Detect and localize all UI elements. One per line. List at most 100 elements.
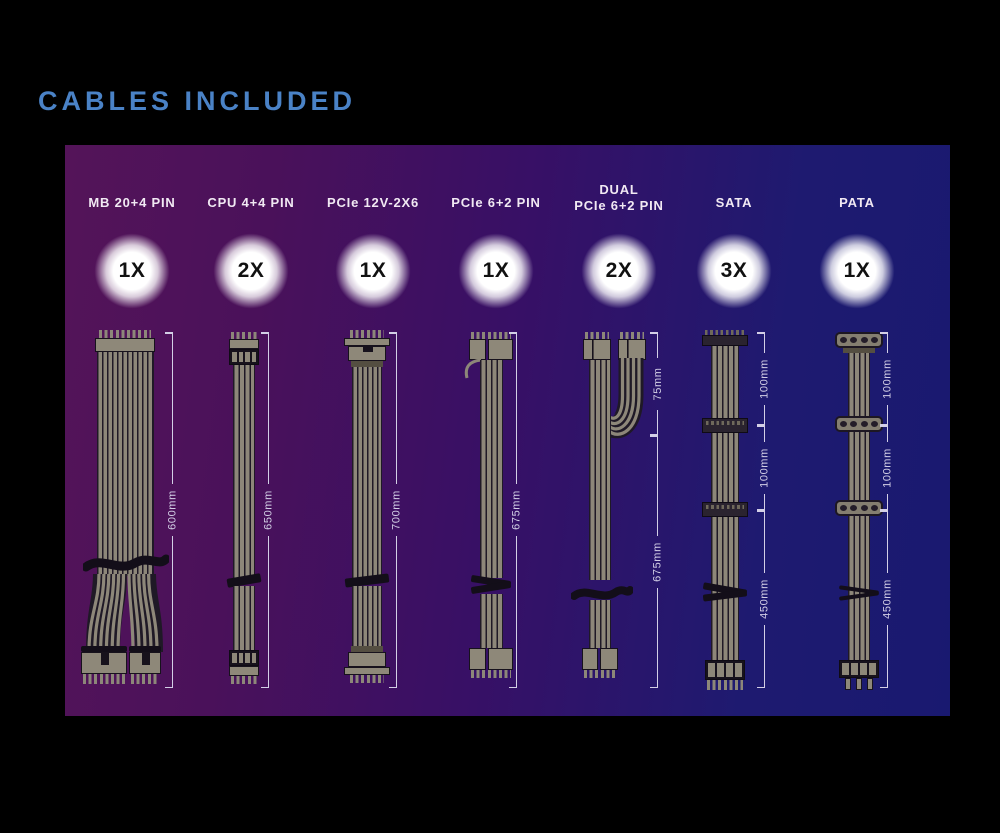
connector-body	[229, 666, 259, 676]
measure-line	[886, 404, 888, 425]
connector-6pin-body	[488, 339, 513, 360]
wire-ribbon	[233, 586, 255, 650]
measure-tick	[757, 332, 765, 334]
wire-ribbon	[479, 594, 503, 648]
length-measure: 100mm 100mm 450mm	[755, 332, 771, 688]
measure-label: 100mm	[759, 358, 771, 399]
molex-hole	[870, 421, 878, 427]
measure-line	[763, 493, 765, 510]
wire-ribbon	[479, 360, 503, 578]
measure-label: 600mm	[167, 490, 179, 530]
cable-label: PATA	[839, 195, 875, 210]
connector-teeth	[231, 676, 257, 684]
connector-clip-notch	[101, 653, 109, 665]
measure-tick	[650, 332, 658, 334]
cable-illustration-cpu	[191, 330, 317, 708]
molex-hole	[850, 505, 858, 511]
measure-label: 675mm	[511, 490, 523, 530]
connector-2pin-body	[469, 339, 486, 360]
connector-body	[348, 346, 386, 361]
connector-body	[81, 652, 127, 674]
measure-tick	[880, 425, 888, 427]
wire-ribbon	[352, 367, 382, 578]
molex-hole	[860, 337, 868, 343]
cable-label-line1: DUAL	[599, 182, 639, 197]
connector-clip-notch	[363, 347, 373, 352]
measure-line	[886, 332, 888, 353]
measure-segment: 650mm	[259, 332, 275, 688]
measure-line	[763, 404, 765, 425]
connector-6pin-body	[600, 648, 618, 670]
length-measure: 75mm 675mm	[648, 332, 664, 688]
connector-cap	[129, 646, 161, 652]
measure-label: 700mm	[391, 490, 403, 530]
length-measure: 600mm	[163, 332, 179, 688]
measure-line	[656, 435, 658, 536]
molex-connector	[835, 416, 883, 432]
cable-illustration-dual-pcie	[569, 330, 695, 708]
molex-hole	[840, 421, 848, 427]
measure-segment: 600mm	[163, 332, 179, 688]
connector-pins	[839, 660, 879, 678]
measure-segment: 675mm	[648, 435, 664, 688]
measure-tick	[261, 686, 269, 688]
connector-teeth	[131, 674, 159, 684]
count-badge: 1X	[93, 232, 171, 310]
count-badge: 3X	[695, 232, 773, 310]
measure-tick	[880, 423, 888, 425]
measure-line	[267, 332, 269, 484]
measure-line	[886, 425, 888, 442]
molex-connector	[835, 332, 883, 348]
connector-pin	[867, 678, 873, 690]
connector-body	[229, 339, 259, 349]
measure-tick	[757, 510, 765, 512]
measure-label: 100mm	[759, 447, 771, 488]
wire-ribbon	[352, 586, 382, 646]
sata-connector	[702, 502, 748, 517]
cable-column-pata: PATA 1X 100mm	[818, 145, 947, 716]
count-text: 1X	[118, 259, 146, 282]
connector-6pin-body	[488, 648, 513, 670]
cable-label: DUAL PCIe 6+2 PIN	[574, 182, 663, 214]
connector-pins	[229, 650, 259, 666]
wire-ribbon	[589, 600, 611, 648]
measure-label: 675mm	[652, 541, 664, 582]
measure-label: 450mm	[759, 579, 771, 619]
cable-column-mb-20-4: MB 20+4 PIN 1X	[65, 145, 191, 716]
cable-illustration-mb	[65, 330, 191, 708]
molex-hole	[860, 421, 868, 427]
count-text: 1X	[482, 259, 510, 282]
connector-flange	[351, 646, 383, 652]
connector-2pin-body	[582, 648, 598, 670]
measure-tick	[650, 686, 658, 688]
connector-teeth	[584, 670, 616, 678]
measure-label: 650mm	[263, 490, 275, 530]
wire-ribbon	[96, 352, 154, 576]
measure-line	[763, 510, 765, 573]
molex-hole	[850, 337, 858, 343]
measure-line	[886, 510, 888, 573]
count-badge: 1X	[334, 232, 412, 310]
measure-tick	[880, 510, 888, 512]
measure-segment: 100mm	[755, 425, 771, 510]
connector-teeth	[83, 674, 125, 684]
connector-teeth	[231, 332, 257, 339]
connector-sense-pins	[350, 330, 384, 338]
molex-hole	[870, 337, 878, 343]
molex-connector	[835, 500, 883, 516]
count-text: 2X	[605, 259, 633, 282]
measure-tick	[880, 508, 888, 510]
connector-teeth	[471, 670, 511, 678]
connector-pin	[845, 678, 851, 690]
cable-illustration-sata	[695, 330, 821, 708]
cable-illustration-pata	[821, 330, 947, 708]
count-badge: 1X	[818, 232, 896, 310]
wire-curve-graphic	[464, 358, 482, 379]
measure-segment: 450mm	[878, 510, 894, 688]
cable-column-sata: SATA 3X 100mm	[695, 145, 821, 716]
connector-pins	[705, 660, 745, 680]
measure-line	[171, 536, 173, 688]
measure-segment: 75mm	[648, 332, 664, 435]
measure-line	[515, 536, 517, 688]
